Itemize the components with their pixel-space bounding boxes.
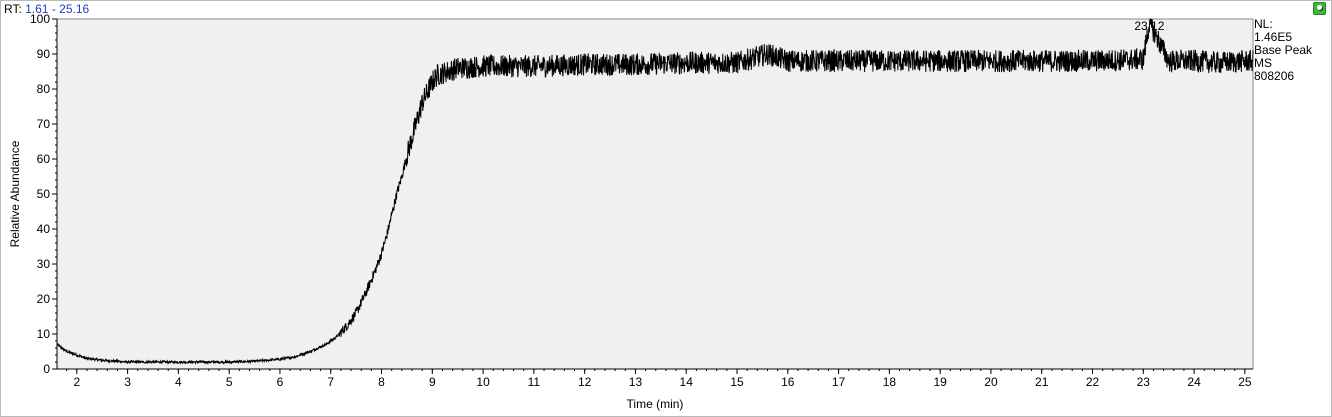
x-tick-label: 17 <box>832 375 846 389</box>
x-tick-label: 4 <box>175 375 182 389</box>
x-tick-label: 8 <box>378 375 385 389</box>
y-tick-label: 0 <box>43 362 50 376</box>
x-axis: 2 3 4 5 6 7 8 9 10 11 12 13 14 15 16 17 18 19 20 21 22 23 24 25 <box>57 368 1253 389</box>
y-tick-label: 100 <box>30 12 50 26</box>
x-tick-label: 15 <box>730 375 744 389</box>
x-tick-label: 18 <box>883 375 897 389</box>
x-tick-label: 12 <box>578 375 592 389</box>
nl-value: 1.46E5 <box>1254 30 1293 44</box>
peak-annotations: 23.12 <box>1134 19 1164 33</box>
y-axis: 0 10 20 30 40 50 60 70 80 90 100 <box>30 12 58 376</box>
x-tick-label: 16 <box>781 375 795 389</box>
x-tick-label: 19 <box>933 375 947 389</box>
x-tick-label: 5 <box>226 375 233 389</box>
y-tick-label: 80 <box>37 82 51 96</box>
x-tick-label: 6 <box>277 375 284 389</box>
x-tick-label: 13 <box>629 375 643 389</box>
plot-area <box>56 18 1254 370</box>
y-tick-label: 20 <box>37 292 51 306</box>
y-tick-label: 90 <box>37 47 51 61</box>
scan-type: Base Peak <box>1254 43 1313 57</box>
x-tick-label: 10 <box>476 375 490 389</box>
ms-label: MS <box>1254 56 1272 70</box>
x-tick-label: 21 <box>1035 375 1049 389</box>
x-tick-label: 2 <box>73 375 80 389</box>
y-tick-label: 30 <box>37 257 51 271</box>
y-tick-label: 10 <box>37 327 51 341</box>
y-tick-label: 50 <box>37 187 51 201</box>
pin-icon[interactable] <box>1313 2 1326 15</box>
x-tick-label: 11 <box>528 375 541 389</box>
nl-label: NL: <box>1254 17 1273 31</box>
y-axis-title: Relative Abundance <box>8 140 22 247</box>
rt-range-label: RT: 1.61 - 25.16 <box>4 2 89 16</box>
peak-label: 23.12 <box>1134 19 1164 33</box>
x-tick-label: 9 <box>429 375 436 389</box>
rt-prefix: RT: <box>4 2 22 16</box>
rt-range-value: 1.61 - 25.16 <box>25 2 90 16</box>
x-tick-label: 14 <box>680 375 694 389</box>
x-axis-title: Time (min) <box>627 397 684 411</box>
file-name: 808206 <box>1254 69 1295 83</box>
y-tick-label: 60 <box>37 152 51 166</box>
x-tick-label: 22 <box>1086 375 1100 389</box>
y-tick-label: 40 <box>37 222 51 236</box>
chromatogram-trace <box>56 18 1254 366</box>
x-tick-label: 25 <box>1238 375 1252 389</box>
x-tick-label: 23 <box>1137 375 1151 389</box>
x-tick-label: 24 <box>1187 375 1201 389</box>
x-tick-label: 20 <box>984 375 998 389</box>
y-tick-label: 70 <box>37 117 51 131</box>
x-tick-label: 3 <box>124 375 131 389</box>
x-tick-label: 7 <box>327 375 334 389</box>
